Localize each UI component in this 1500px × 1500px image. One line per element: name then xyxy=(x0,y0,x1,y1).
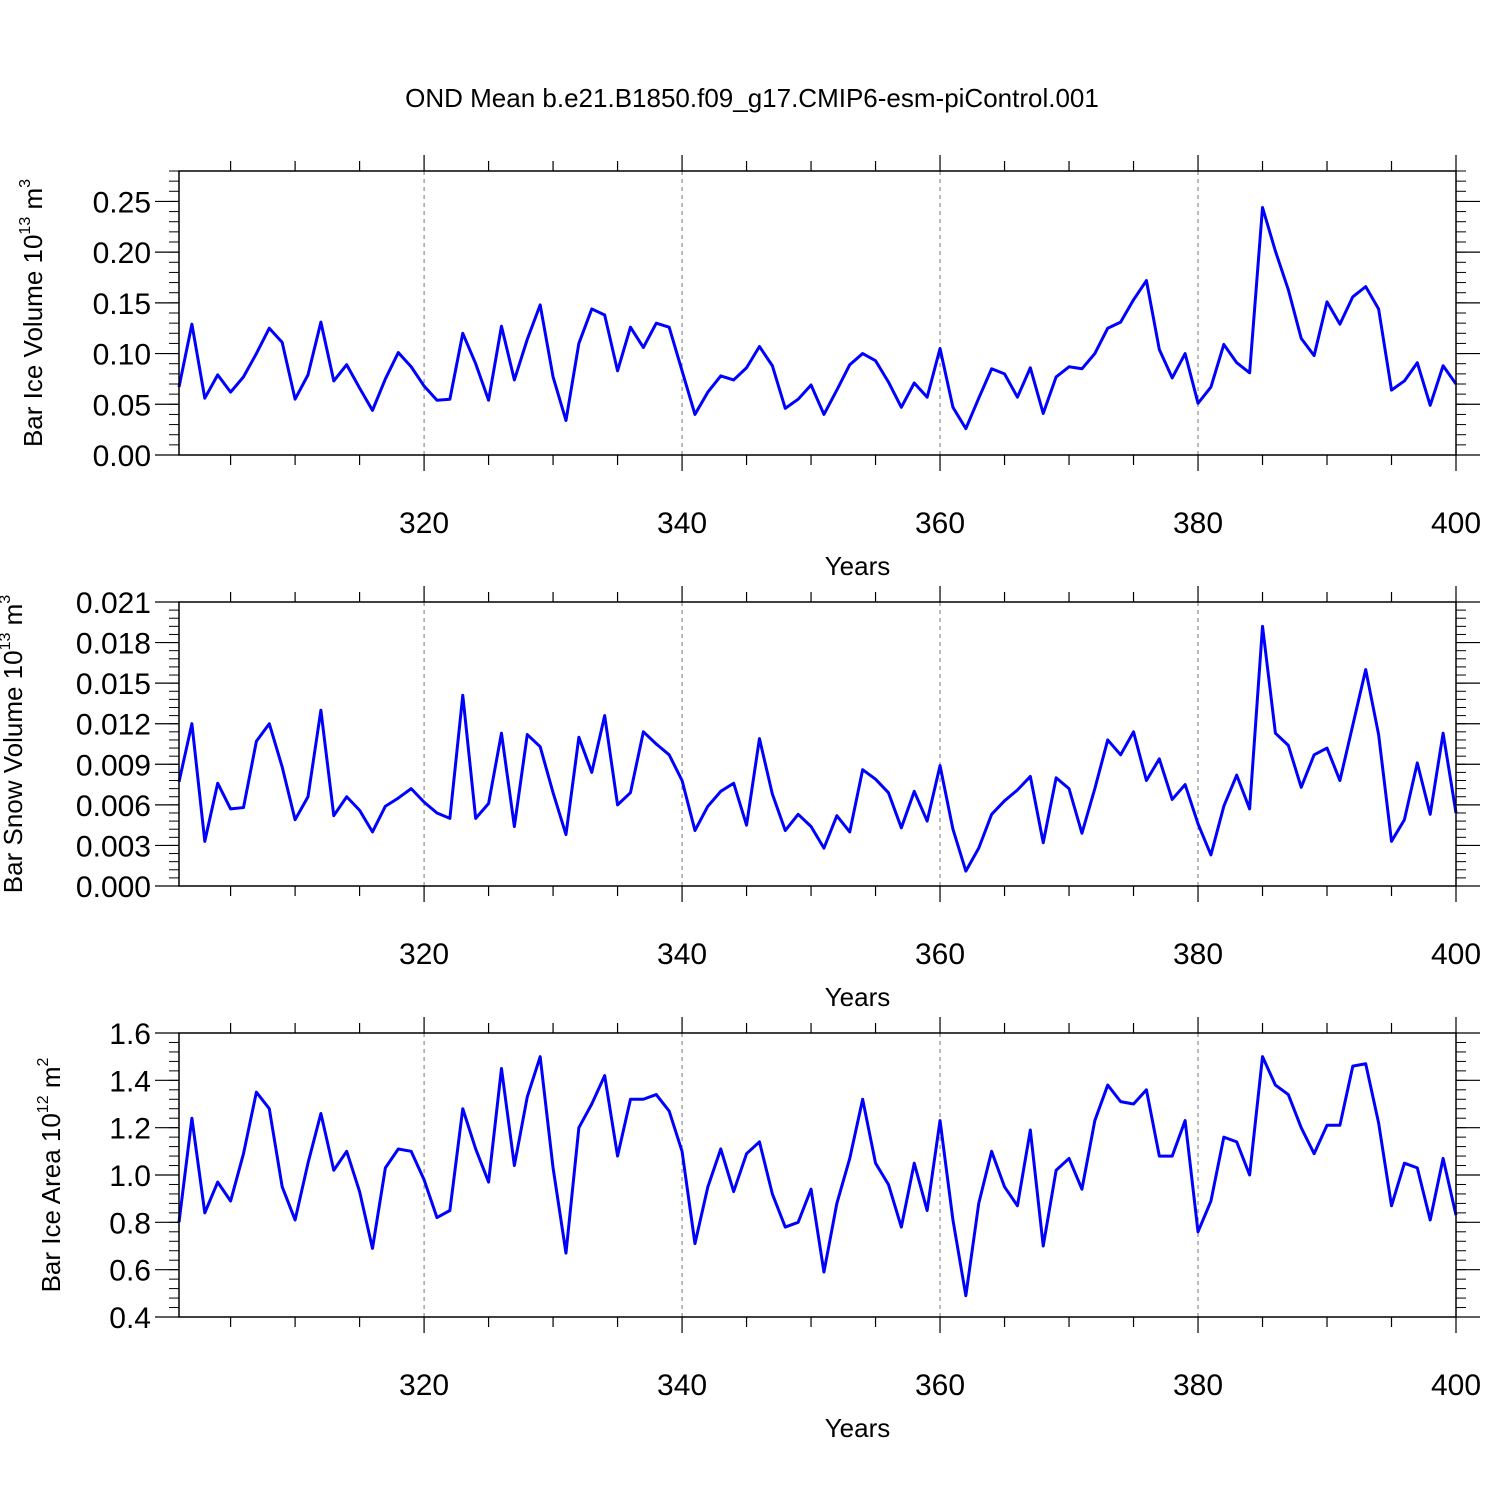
y-tick-label: 1.6 xyxy=(109,1018,151,1051)
y-tick-label: 0.009 xyxy=(76,749,151,782)
x-tick-label: 320 xyxy=(399,1369,449,1402)
y-axis-label: Bar Snow Volume 1013 m3 xyxy=(0,595,28,894)
y-tick-label: 0.003 xyxy=(76,830,151,863)
y-axis-label: Bar Ice Area 1012 m2 xyxy=(35,1057,66,1292)
y-axis-label: Bar Ice Volume 1013 m3 xyxy=(17,179,48,447)
chart-panel-2: 320 340 360 380 400 Years 0.000 0.003 0.006 0.009… xyxy=(0,586,1481,1012)
y-tick-label: 0.015 xyxy=(76,668,151,701)
y-tick-label: 0.00 xyxy=(93,440,151,473)
x-tick-label: 400 xyxy=(1431,938,1481,971)
x-tick-label: 320 xyxy=(399,938,449,971)
y-tick-label: 0.000 xyxy=(76,871,151,904)
panels: 320 340 360 380 400 Years 0.00 0.05 0.10 0.15 0.20… xyxy=(0,155,1481,1443)
y-tick-label: 0.05 xyxy=(93,389,151,422)
y-tick-label: 0.25 xyxy=(93,186,151,219)
x-tick-label: 360 xyxy=(915,507,965,540)
y-tick-label: 1.4 xyxy=(109,1065,151,1098)
x-tick-label: 380 xyxy=(1173,1369,1223,1402)
y-tick-label: 1.2 xyxy=(109,1113,151,1146)
x-axis-label: Years xyxy=(825,982,891,1012)
x-tick-label: 360 xyxy=(915,1369,965,1402)
chart-panel-1: 320 340 360 380 400 Years 0.00 0.05 0.10 0.15 0.20… xyxy=(17,155,1481,581)
y-tick-label: 0.20 xyxy=(93,237,151,270)
y-tick-label: 0.8 xyxy=(109,1207,151,1240)
y-tick-label: 0.10 xyxy=(93,339,151,372)
x-axis-label: Years xyxy=(825,1413,891,1443)
y-tick-label: 0.4 xyxy=(109,1302,151,1335)
x-axis-label: Years xyxy=(825,551,891,581)
chart-panel-3: 320 340 360 380 400 Years 0.4 0.6 0.8 1.0 1.2 1.4 1.… xyxy=(35,1017,1481,1443)
y-tick-label: 1.0 xyxy=(109,1160,151,1193)
x-tick-label: 400 xyxy=(1431,1369,1481,1402)
series-line xyxy=(177,1055,1458,1298)
y-tick-label: 0.012 xyxy=(76,709,151,742)
y-tick-label: 0.006 xyxy=(76,790,151,823)
x-tick-label: 400 xyxy=(1431,507,1481,540)
y-tick-label: 0.018 xyxy=(76,628,151,661)
y-tick-label: 0.6 xyxy=(109,1255,151,1288)
x-tick-label: 340 xyxy=(657,507,707,540)
x-tick-label: 340 xyxy=(657,938,707,971)
x-tick-label: 380 xyxy=(1173,507,1223,540)
x-tick-label: 380 xyxy=(1173,938,1223,971)
y-tick-label: 0.15 xyxy=(93,288,151,321)
y-tick-label: 0.021 xyxy=(76,587,151,620)
plot-frame xyxy=(178,601,1457,887)
figure-title: OND Mean b.e21.B1850.f09_g17.CMIP6-esm-p… xyxy=(405,83,1099,113)
x-tick-label: 360 xyxy=(915,938,965,971)
series-line xyxy=(177,206,1458,431)
x-tick-label: 340 xyxy=(657,1369,707,1402)
series-line xyxy=(177,624,1458,873)
x-tick-label: 320 xyxy=(399,507,449,540)
